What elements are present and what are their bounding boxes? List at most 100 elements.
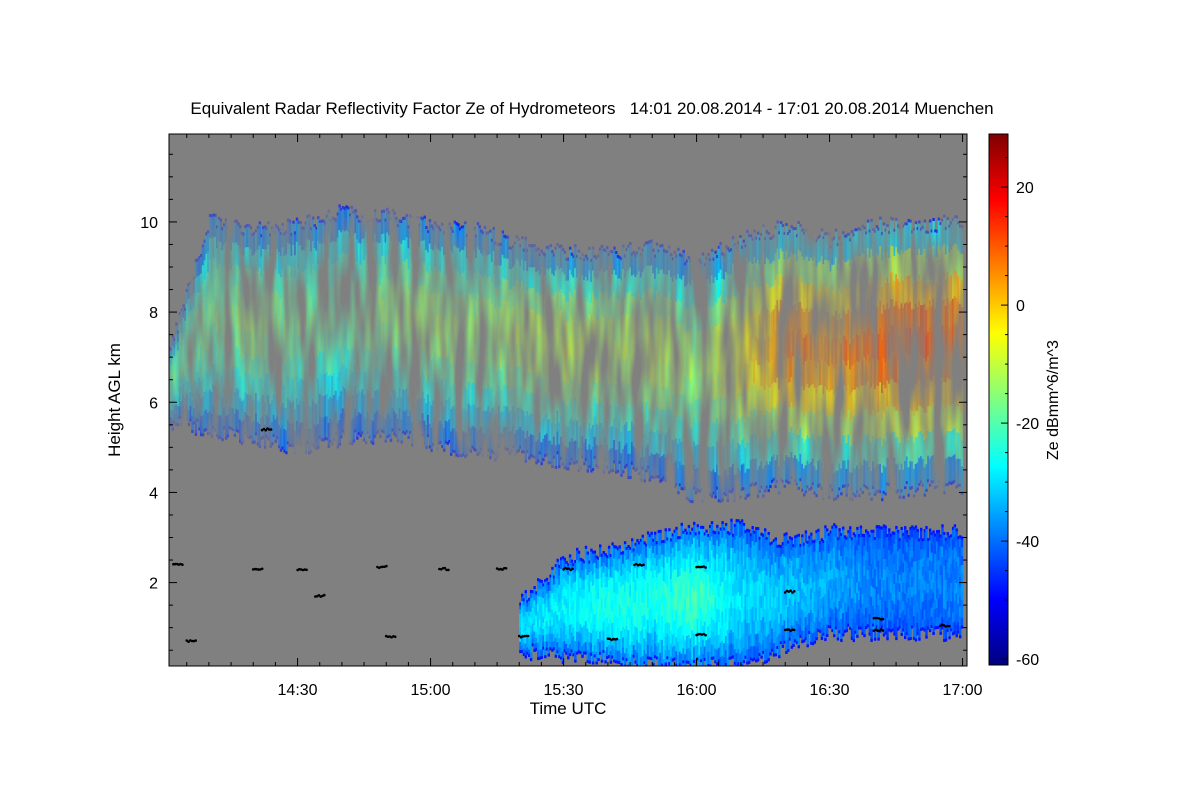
upper-cloud-column: [505, 427, 508, 449]
upper-cloud-column: [611, 252, 614, 275]
upper-cloud-column: [519, 406, 522, 428]
upper-cloud-column: [803, 233, 806, 261]
upper-cloud-column: [331, 353, 334, 377]
upper-cloud-column-edge: [437, 441, 441, 445]
upper-cloud-column: [760, 360, 763, 387]
upper-cloud-column-edge: [735, 498, 738, 502]
upper-cloud-column: [544, 415, 547, 436]
upper-cloud-column: [680, 279, 683, 304]
upper-cloud-column-edge: [687, 256, 691, 260]
upper-cloud-column: [877, 229, 880, 257]
upper-cloud-column: [230, 309, 233, 330]
upper-cloud-column-edge: [184, 419, 187, 422]
upper-cloud-column: [180, 367, 183, 379]
upper-cloud-column: [205, 292, 208, 313]
upper-cloud-column: [631, 400, 634, 422]
upper-cloud-column: [253, 254, 256, 276]
upper-cloud-column: [888, 258, 891, 284]
upper-cloud-column-edge: [212, 213, 215, 217]
upper-cloud-column: [684, 309, 687, 332]
upper-cloud-column: [636, 403, 639, 426]
upper-cloud-column: [625, 271, 628, 294]
upper-cloud-column-edge: [620, 473, 623, 477]
upper-cloud-column: [304, 292, 308, 316]
upper-cloud-column: [607, 298, 611, 321]
upper-cloud-column: [655, 383, 659, 408]
upper-cloud-column: [561, 250, 565, 273]
upper-cloud-column: [237, 307, 240, 329]
upper-cloud-column: [198, 275, 201, 293]
upper-cloud-column: [182, 328, 185, 341]
upper-cloud-column: [865, 233, 868, 260]
upper-cloud-column-edge: [191, 278, 194, 282]
upper-cloud-column: [439, 314, 442, 337]
upper-cloud-column: [843, 311, 847, 337]
upper-cloud-column: [331, 331, 334, 355]
upper-cloud-column: [380, 277, 384, 300]
upper-cloud-column: [185, 393, 189, 407]
upper-cloud-column-edge: [166, 353, 168, 356]
upper-cloud-column: [900, 223, 903, 251]
upper-cloud-column: [171, 373, 175, 384]
upper-cloud-column: [879, 273, 882, 301]
upper-cloud-column: [267, 374, 270, 397]
upper-cloud-column: [694, 330, 698, 354]
upper-cloud-column: [762, 253, 765, 281]
upper-cloud-column: [576, 338, 579, 360]
upper-cloud-column: [528, 415, 531, 437]
upper-cloud-column: [412, 241, 416, 265]
upper-cloud-column: [258, 379, 261, 403]
upper-cloud-column: [345, 253, 348, 278]
upper-cloud-column: [216, 268, 219, 291]
upper-cloud-column: [827, 260, 831, 288]
upper-cloud-column: [393, 235, 396, 259]
upper-cloud-column-edge: [652, 248, 655, 252]
upper-cloud-column: [515, 365, 519, 388]
upper-cloud-column: [334, 284, 338, 307]
upper-cloud-column-edge: [407, 225, 410, 229]
upper-cloud-column: [613, 333, 616, 356]
upper-cloud-column: [666, 319, 669, 343]
upper-cloud-column: [187, 312, 190, 328]
upper-cloud-column: [616, 321, 620, 343]
upper-cloud-column: [210, 216, 214, 239]
upper-cloud-column-edge: [272, 434, 276, 437]
upper-cloud-column: [269, 319, 272, 342]
upper-cloud-column-edge: [529, 244, 533, 248]
upper-cloud-column: [388, 301, 391, 325]
upper-cloud-column: [815, 317, 818, 344]
upper-cloud-column: [859, 437, 863, 464]
upper-cloud-column-edge: [535, 248, 538, 252]
upper-cloud-column: [522, 391, 526, 412]
upper-cloud-column: [466, 236, 469, 259]
upper-cloud-column: [451, 297, 455, 320]
upper-cloud-column: [198, 326, 201, 344]
upper-cloud-column: [430, 360, 433, 384]
upper-cloud-column: [482, 410, 485, 434]
upper-cloud-column: [881, 287, 884, 315]
upper-cloud-column: [281, 313, 284, 337]
upper-cloud-column-edge: [327, 209, 331, 213]
upper-cloud-column: [458, 410, 462, 434]
upper-cloud-column: [735, 449, 738, 475]
upper-cloud-column: [872, 332, 875, 360]
upper-cloud-column: [710, 324, 714, 350]
upper-cloud-column: [810, 359, 813, 386]
upper-cloud-column-edge: [803, 231, 806, 235]
upper-cloud-column-edge: [561, 248, 565, 252]
upper-cloud-column: [609, 252, 613, 275]
upper-cloud-column: [453, 268, 456, 292]
upper-cloud-column: [482, 344, 485, 367]
upper-cloud-column-edge: [781, 224, 785, 227]
upper-cloud-column: [893, 306, 896, 333]
upper-cloud-column-edge: [875, 490, 879, 494]
upper-cloud-column: [826, 286, 829, 313]
upper-cloud-column: [646, 265, 650, 289]
upper-cloud-column: [749, 335, 753, 362]
upper-cloud-column: [829, 390, 832, 415]
upper-cloud-column: [836, 295, 840, 321]
upper-cloud-column-edge: [350, 205, 354, 209]
upper-cloud-column: [419, 286, 423, 310]
upper-cloud-column: [375, 326, 378, 349]
upper-cloud-column: [189, 378, 192, 393]
